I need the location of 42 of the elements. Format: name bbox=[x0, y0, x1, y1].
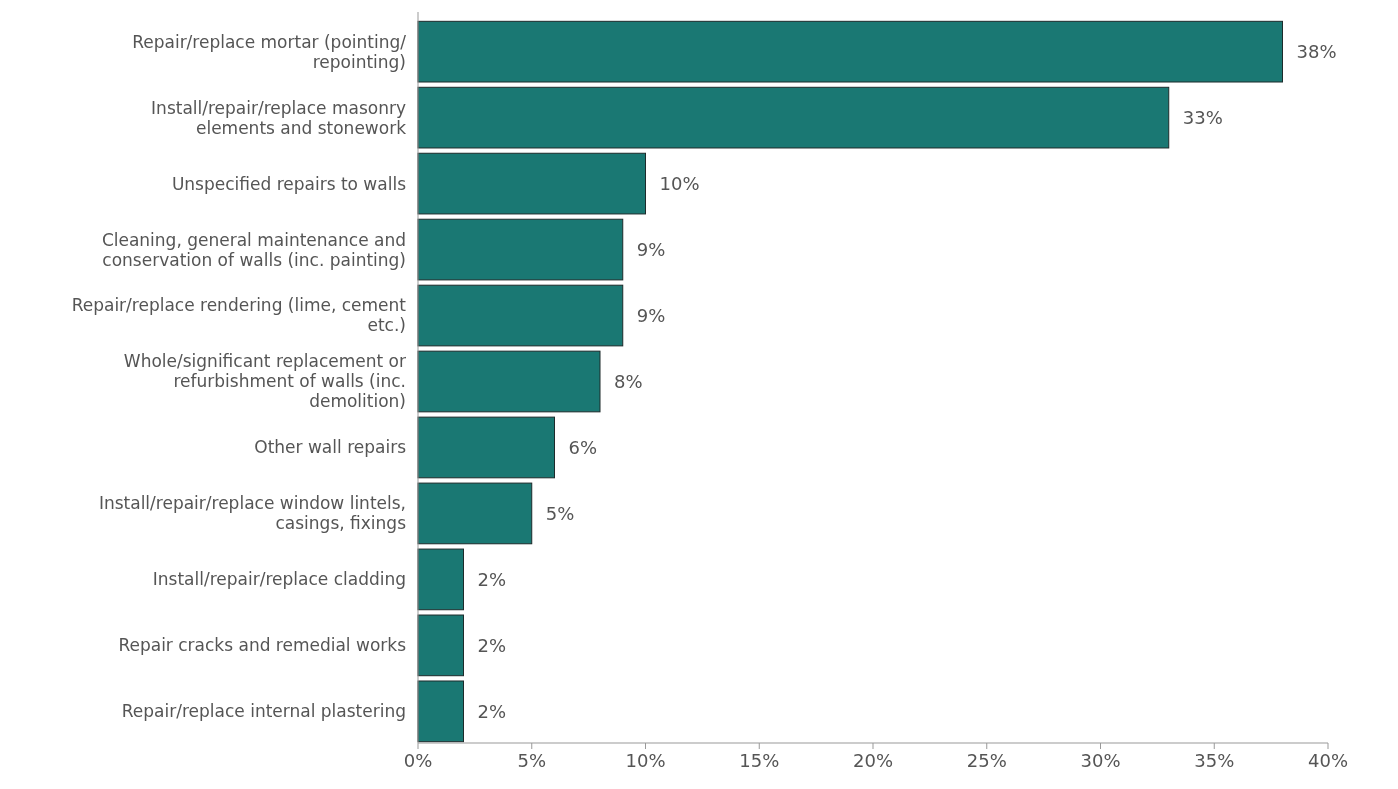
bar bbox=[417, 218, 624, 281]
bar bbox=[417, 482, 533, 545]
bar bbox=[417, 680, 464, 743]
data-label: 8% bbox=[614, 370, 643, 392]
x-tick-label: 10% bbox=[625, 750, 666, 771]
bar bbox=[417, 284, 624, 347]
data-label: 5% bbox=[545, 502, 575, 524]
y-tick-label: Install/repair/replace cladding bbox=[152, 569, 406, 590]
bar bbox=[417, 152, 646, 215]
y-tick-label: Other wall repairs bbox=[254, 437, 407, 458]
bar bbox=[417, 86, 1170, 149]
y-tick-label: Repair cracks and remedial works bbox=[118, 635, 407, 656]
data-label: 9% bbox=[636, 238, 666, 260]
data-label: 2% bbox=[477, 568, 507, 590]
data-label: 33% bbox=[1182, 106, 1223, 128]
y-tick-label: Whole/significant replacement or refurbishment of walls (inc. demolition) bbox=[123, 351, 406, 412]
bar bbox=[417, 614, 464, 677]
x-tick-label: 35% bbox=[1194, 750, 1235, 771]
bar bbox=[417, 20, 1283, 83]
bar bbox=[417, 350, 601, 413]
y-tick-label: Repair/replace rendering (lime, cement etc.) bbox=[71, 295, 407, 336]
x-tick-label: 0% bbox=[403, 750, 433, 771]
bar bbox=[417, 416, 555, 479]
data-label: 2% bbox=[477, 634, 507, 656]
y-tick-label: Repair/replace internal plastering bbox=[121, 701, 406, 722]
y-tick-label: Cleaning, general maintenance and conservation of walls (inc. painting) bbox=[101, 229, 406, 270]
x-tick-label: 25% bbox=[966, 750, 1007, 771]
x-tick-label: 40% bbox=[1307, 750, 1349, 771]
y-tick-label: Repair/replace mortar (pointing/ repointing) bbox=[132, 31, 407, 72]
y-tick-label: Unspecified repairs to walls bbox=[171, 173, 407, 194]
y-tick-label: Install/repair/replace masonry elements and stonework bbox=[151, 97, 407, 138]
x-tick-label: 5% bbox=[517, 750, 547, 771]
data-label: 10% bbox=[659, 172, 700, 194]
x-tick-label: 20% bbox=[852, 750, 894, 771]
data-label: 2% bbox=[477, 700, 507, 722]
x-tick-label: 15% bbox=[739, 750, 780, 771]
bar bbox=[417, 548, 464, 611]
y-tick-label: Install/repair/replace window lintels, casings, fixings bbox=[98, 493, 407, 534]
x-tick-label: 30% bbox=[1080, 750, 1121, 771]
data-label: 6% bbox=[568, 436, 598, 458]
data-label: 38% bbox=[1296, 40, 1337, 62]
data-label: 9% bbox=[636, 304, 666, 326]
